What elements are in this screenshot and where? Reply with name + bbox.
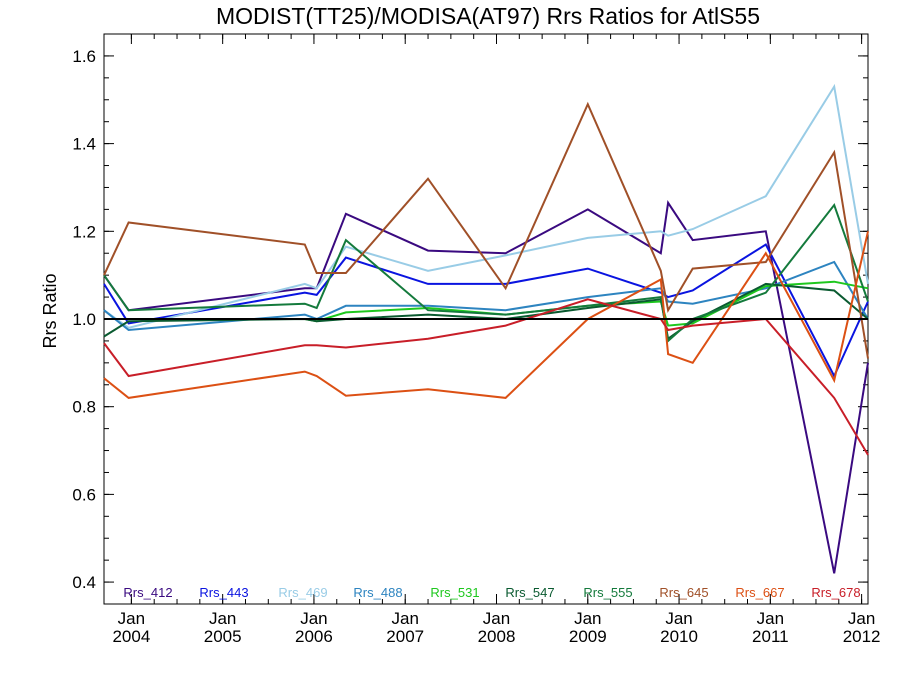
series-line-rrs-412 <box>103 200 869 574</box>
y-tick-label: 0.8 <box>72 398 96 417</box>
x-tick-year: 2012 <box>843 627 881 646</box>
x-tick-year: 2010 <box>660 627 698 646</box>
x-tick-month: Jan <box>118 609 145 628</box>
legend-entry: Rrs_645 <box>659 585 708 600</box>
series-line-rrs-443 <box>103 243 869 379</box>
legend-entry: Rrs_678 <box>811 585 860 600</box>
legend-entry: Rrs_412 <box>123 585 172 600</box>
x-tick-year: 2008 <box>478 627 516 646</box>
legend-entry: Rrs_469 <box>278 585 327 600</box>
y-tick-label: 1.6 <box>72 47 96 66</box>
x-tick-month: Jan <box>574 609 601 628</box>
chart-title: MODIST(TT25)/MODISA(AT97) Rrs Ratios for… <box>216 3 760 29</box>
x-tick-month: Jan <box>757 609 784 628</box>
legend-entry: Rrs_443 <box>199 585 248 600</box>
x-tick-year: 2009 <box>569 627 607 646</box>
plot-area: 0.40.60.81.01.21.41.6Jan2004Jan2005Jan20… <box>72 33 881 646</box>
x-tick-month: Jan <box>665 609 692 628</box>
y-axis-label: Rrs Ratio <box>40 273 60 348</box>
series-line-rrs-678 <box>103 298 869 456</box>
series-line-rrs-645 <box>103 101 869 359</box>
legend-entry: Rrs_531 <box>430 585 479 600</box>
x-tick-year: 2004 <box>112 627 150 646</box>
x-tick-month: Jan <box>392 609 419 628</box>
x-tick-month: Jan <box>209 609 236 628</box>
legend-entry: Rrs_555 <box>583 585 632 600</box>
y-tick-label: 1.2 <box>72 222 96 241</box>
x-tick-year: 2011 <box>752 627 789 646</box>
series-line-rrs-555 <box>103 202 869 343</box>
x-tick-month: Jan <box>300 609 327 628</box>
x-tick-year: 2006 <box>295 627 333 646</box>
series-line-rrs-469 <box>103 83 869 329</box>
legend-entry: Rrs_547 <box>505 585 554 600</box>
legend-entry: Rrs_488 <box>353 585 402 600</box>
y-tick-label: 0.6 <box>72 485 96 504</box>
x-tick-year: 2007 <box>386 627 424 646</box>
x-tick-year: 2005 <box>204 627 242 646</box>
legend-entry: Rrs_667 <box>735 585 784 600</box>
x-tick-month: Jan <box>848 609 875 628</box>
y-tick-label: 1.0 <box>72 310 96 329</box>
y-tick-label: 0.4 <box>72 573 96 592</box>
x-tick-month: Jan <box>483 609 510 628</box>
y-tick-label: 1.4 <box>72 135 96 154</box>
series-line-rrs-667 <box>103 231 869 399</box>
